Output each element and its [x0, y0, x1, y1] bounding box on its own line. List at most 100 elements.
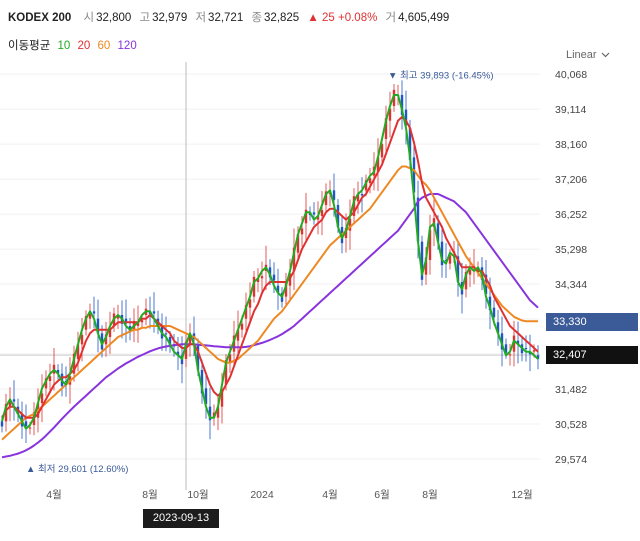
y-axis: 40,068 39,114 38,160 37,206 36,252 35,298 34,3… [555, 69, 587, 466]
price-header: KODEX 200 시 32,800 고 32,979 저 32,721 종 32,82… [8, 9, 449, 25]
x-tick-label: 2024 [250, 489, 274, 501]
candle [276, 268, 280, 310]
open-label: 시 [83, 12, 95, 24]
candle [376, 138, 380, 192]
scrollbar-edge [636, 130, 640, 156]
candle [464, 264, 468, 298]
y-tick-label: 35,298 [555, 244, 587, 256]
min-price-label: ▲ 최저 29,601 (12.60%) [26, 464, 128, 475]
candle [4, 393, 8, 432]
ma20-legend[interactable]: 20 [77, 40, 91, 52]
candle [96, 299, 100, 353]
ma-legend-title: 이동평균 [8, 40, 51, 52]
y-tick-label: 38,160 [555, 139, 587, 151]
candle [324, 183, 328, 214]
candle [56, 364, 60, 380]
candle [260, 261, 264, 293]
candle [536, 345, 540, 370]
candle [384, 105, 388, 152]
ma120-line [1, 193, 539, 459]
y-tick-label: 37,206 [555, 174, 587, 186]
high-label: 고 [139, 12, 151, 24]
candle [252, 271, 256, 303]
ma60-price-tag: 33,330 [546, 313, 638, 331]
candle [64, 366, 68, 397]
candle [176, 337, 180, 370]
candle [420, 235, 424, 286]
candle [388, 91, 392, 138]
x-tick-label: 6월 [374, 489, 390, 501]
candle [108, 311, 112, 354]
x-axis: 4월 8월 10월 2024 4월 6월 8월 12월 [46, 489, 532, 501]
ma60-line [1, 165, 538, 441]
volume-value: 4,605,499 [398, 12, 450, 24]
x-tick-label: 8월 [142, 489, 158, 501]
moving-average-legend: 이동평균 10 20 60 120 [8, 37, 141, 53]
scale-dropdown[interactable]: Linear [566, 49, 610, 61]
y-tick-label: 36,252 [555, 209, 587, 221]
candle [184, 333, 188, 368]
candle [268, 259, 272, 286]
y-tick-label: 31,482 [555, 384, 587, 396]
candle [516, 321, 520, 364]
candle [244, 292, 248, 332]
candle [116, 304, 120, 329]
change-value: ▲ 25 +0.08% [307, 12, 378, 24]
volume-label: 거 [385, 12, 397, 24]
candle [136, 305, 140, 343]
candle [284, 272, 288, 307]
candle [44, 370, 48, 397]
candle [124, 299, 128, 343]
current-price-tag: 32,407 [546, 346, 638, 364]
candle [496, 309, 500, 346]
candle [88, 303, 92, 329]
candle [508, 343, 512, 366]
candle [8, 387, 12, 422]
candle [204, 373, 208, 419]
ma20-line [1, 116, 539, 419]
candle [400, 80, 404, 130]
x-tick-label: 12월 [511, 489, 532, 501]
crosshair-date-label: 2023-09-13 [143, 509, 219, 528]
y-tick-label: 40,068 [555, 69, 587, 81]
candle [236, 310, 240, 360]
candle [444, 243, 448, 278]
candle [356, 181, 360, 214]
moving-averages [1, 94, 539, 459]
high-value: 32,979 [152, 12, 188, 24]
y-tick-label: 39,114 [555, 104, 586, 116]
open-value: 32,800 [96, 12, 132, 24]
candle [272, 262, 276, 293]
candle [304, 192, 308, 241]
ma120-legend[interactable]: 120 [117, 40, 137, 52]
candle [312, 202, 316, 225]
candle [92, 296, 96, 329]
max-price-label: ▼ 최고 39,893 (-16.45%) [388, 71, 494, 82]
candle [404, 90, 408, 145]
x-tick-label: 4월 [322, 489, 338, 501]
candle [208, 387, 212, 440]
candle [200, 359, 204, 404]
x-tick-label: 10월 [187, 489, 208, 501]
candle [360, 177, 364, 213]
candle [40, 374, 44, 423]
candle [84, 310, 88, 336]
candle [352, 188, 356, 225]
ma10-legend[interactable]: 10 [57, 40, 71, 52]
x-tick-label: 8월 [422, 489, 438, 501]
ma60-legend[interactable]: 60 [97, 40, 111, 52]
candle [24, 404, 28, 443]
candle [104, 321, 108, 357]
y-tick-label: 34,344 [555, 279, 587, 291]
candle [248, 282, 252, 325]
y-tick-label: 29,574 [555, 454, 587, 466]
candle [72, 345, 76, 382]
candle [188, 323, 192, 357]
y-tick-label: 30,528 [555, 419, 587, 431]
low-value: 32,721 [208, 12, 244, 24]
candle [428, 214, 432, 275]
ma10-line [1, 94, 539, 430]
candle [292, 228, 296, 291]
scale-label: Linear [566, 49, 597, 61]
